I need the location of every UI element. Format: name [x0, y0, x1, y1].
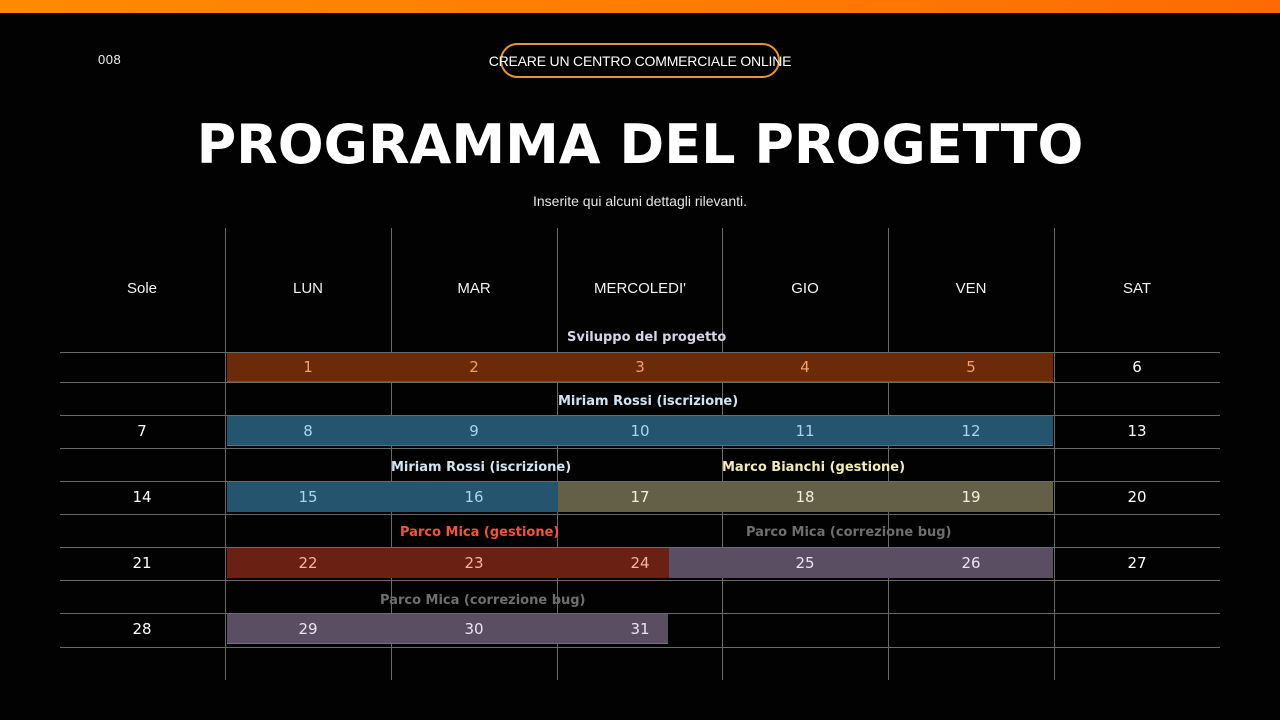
day-header-wed: MERCOLEDI'	[593, 280, 687, 297]
day-header-fri: VEN	[955, 280, 987, 297]
event-label-miriam-week3: Miriam Rossi (iscrizione)	[391, 460, 572, 475]
event-bar-miriam-week2[interactable]	[227, 416, 1053, 446]
date-cell[interactable]: 19	[961, 488, 981, 506]
day-header-sun: Sole	[126, 280, 158, 297]
grid-hline	[60, 415, 1220, 416]
grid-hline	[60, 613, 1220, 614]
event-label-marco-bianchi: Marco Bianchi (gestione)	[722, 460, 906, 475]
event-label-miriam-week2: Miriam Rossi (iscrizione)	[558, 394, 739, 409]
day-header-sat: SAT	[1122, 280, 1152, 297]
date-cell[interactable]: 7	[137, 422, 147, 440]
date-cell[interactable]: 12	[961, 422, 981, 440]
date-cell[interactable]: 22	[298, 554, 318, 572]
date-cell[interactable]: 20	[1127, 488, 1147, 506]
event-bar-parco-gestione[interactable]	[227, 548, 669, 578]
event-label-parco-bug-week4: Parco Mica (correzione bug)	[746, 525, 952, 540]
date-cell[interactable]: 5	[966, 358, 976, 376]
top-accent-bar	[0, 0, 1280, 13]
date-cell[interactable]: 10	[630, 422, 650, 440]
date-cell[interactable]: 1	[303, 358, 313, 376]
grid-hline	[60, 647, 1220, 648]
date-cell[interactable]: 21	[132, 554, 152, 572]
date-cell[interactable]: 11	[795, 422, 815, 440]
date-cell[interactable]: 14	[132, 488, 152, 506]
date-cell[interactable]: 31	[630, 620, 650, 638]
grid-hline	[60, 382, 1220, 383]
date-cell[interactable]: 24	[630, 554, 650, 572]
grid-hline	[60, 481, 1220, 482]
date-cell[interactable]: 26	[961, 554, 981, 572]
grid-hline	[60, 352, 1220, 353]
event-bar-parco-bug-week4[interactable]	[669, 548, 1053, 578]
event-label-parco-gestione: Parco Mica (gestione)	[400, 525, 560, 540]
event-label-sviluppo: Sviluppo del progetto	[567, 330, 727, 345]
grid-vline	[888, 228, 889, 680]
date-cell[interactable]: 15	[298, 488, 318, 506]
date-cell[interactable]: 17	[630, 488, 650, 506]
date-cell[interactable]: 16	[464, 488, 484, 506]
grid-vline	[391, 228, 392, 680]
date-cell[interactable]: 3	[635, 358, 645, 376]
event-label-parco-bug-week5: Parco Mica (correzione bug)	[380, 593, 586, 608]
date-cell[interactable]: 13	[1127, 422, 1147, 440]
grid-hline	[60, 448, 1220, 449]
event-bar-parco-bug-week5[interactable]	[227, 614, 668, 644]
date-cell[interactable]: 23	[464, 554, 484, 572]
grid-vline	[722, 228, 723, 680]
grid-vline	[557, 228, 558, 680]
page-subtitle: Inserite qui alcuni dettagli rilevanti.	[532, 193, 747, 209]
page-number: 008	[98, 52, 122, 67]
date-cell[interactable]: 18	[795, 488, 815, 506]
date-cell[interactable]: 25	[795, 554, 815, 572]
day-header-mon: LUN	[292, 280, 323, 297]
grid-vline	[225, 228, 226, 680]
date-cell[interactable]: 27	[1127, 554, 1147, 572]
grid-hline	[60, 514, 1220, 515]
event-bar-miriam-week3[interactable]	[227, 482, 558, 512]
date-cell[interactable]: 9	[469, 422, 479, 440]
event-bar-marco-bianchi[interactable]	[558, 482, 1053, 512]
grid-hline	[60, 580, 1220, 581]
date-cell[interactable]: 30	[464, 620, 484, 638]
event-bar-sviluppo[interactable]	[227, 352, 1053, 382]
grid-hline	[60, 547, 1220, 548]
page-title: PROGRAMMA DEL PROGETTO	[196, 113, 1084, 176]
day-header-thu: GIO	[791, 280, 819, 297]
date-cell[interactable]: 4	[800, 358, 810, 376]
date-cell[interactable]	[59, 352, 225, 382]
grid-vline	[1054, 228, 1055, 680]
day-header-tue: MAR	[457, 280, 491, 297]
date-cell[interactable]: 6	[1132, 358, 1142, 376]
date-cell[interactable]: 29	[298, 620, 318, 638]
date-cell[interactable]: 28	[132, 620, 152, 638]
date-cell[interactable]: 8	[303, 422, 313, 440]
date-cell[interactable]: 2	[469, 358, 479, 376]
tag-pill: CREARE UN CENTRO COMMERCIALE ONLINE	[489, 43, 791, 78]
